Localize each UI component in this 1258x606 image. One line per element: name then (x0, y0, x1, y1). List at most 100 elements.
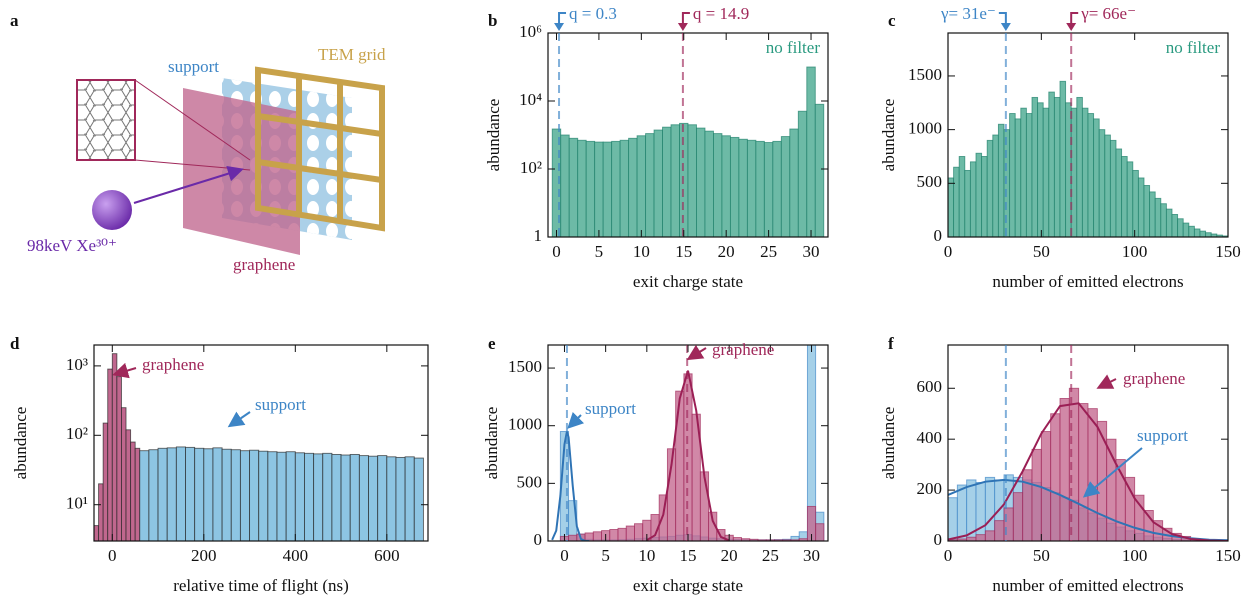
histogram-bar (984, 530, 996, 541)
histogram-bar (634, 523, 644, 541)
y-tick-label: 400 (917, 428, 943, 447)
histogram-bar (1014, 118, 1022, 237)
series-label: graphene (142, 355, 204, 374)
histogram-bar (964, 169, 971, 237)
histogram-bar (304, 452, 315, 541)
histogram-bar (611, 140, 621, 237)
x-tick-label: 150 (1215, 546, 1241, 565)
histogram-bar (1121, 156, 1128, 237)
plot-area (948, 80, 1228, 237)
x-tick-label: 20 (718, 242, 735, 261)
histogram-bar (1143, 185, 1151, 237)
histogram-bar (258, 450, 269, 541)
tem-grid (255, 66, 385, 232)
histogram-bar (121, 407, 127, 541)
histogram-bar (102, 422, 109, 541)
histogram-bar (975, 152, 983, 237)
y-tick-label: 10⁴ (519, 90, 542, 109)
marker-arrow (998, 12, 1007, 27)
histogram-bar (636, 135, 647, 237)
y-axis-label: abundance (484, 99, 503, 172)
panel-label: e (488, 334, 496, 353)
x-tick-label: 100 (1122, 242, 1148, 261)
series-label: graphene (1123, 369, 1185, 388)
histogram-bar (1124, 476, 1136, 541)
plot-frame (547, 32, 829, 238)
x-tick-label: 400 (283, 546, 309, 565)
y-axis-label: abundance (879, 407, 898, 480)
plot-area (948, 387, 1228, 541)
histogram-bar (340, 454, 351, 541)
histogram-bar (948, 177, 955, 237)
histogram-bar (386, 456, 397, 541)
histogram-bar (185, 446, 196, 541)
reference-label: γ= 31e⁻ (940, 4, 996, 23)
histogram-bar (617, 527, 627, 541)
histogram-bar (1104, 134, 1111, 237)
y-axis-label: abundance (879, 99, 898, 172)
x-tick-label: 15 (675, 242, 692, 261)
histogram-bar (294, 452, 305, 541)
histogram-bar (1149, 191, 1156, 237)
histogram-bar (585, 140, 596, 237)
histogram-bar (625, 525, 635, 541)
histogram-bar (1137, 177, 1145, 237)
histogram-bar (139, 450, 150, 541)
marker-arrow (558, 12, 567, 27)
y-tick-label: 10³ (66, 355, 88, 374)
histogram-bar (1199, 230, 1207, 237)
panel: e 0 5 10 15 20 25 30 0 500 1000 1500 exit charge sta… (482, 334, 829, 595)
x-tick-label: 5 (601, 546, 610, 565)
histogram-bar (797, 110, 808, 237)
histogram-bar (815, 523, 825, 541)
x-tick-label: 150 (1215, 242, 1241, 261)
histogram-bar (729, 136, 740, 237)
histogram-bar (331, 453, 342, 541)
histogram-bar (981, 156, 988, 237)
panel: f 0 50 100 150 0 200 400 600 number of emitted el… (879, 334, 1241, 595)
histogram-bar (1059, 398, 1070, 541)
y-tick-label: 1 (534, 226, 543, 245)
histogram-bar (806, 66, 816, 237)
histogram-bar (1154, 197, 1162, 237)
histogram-bar (560, 134, 570, 237)
histogram-bar (755, 140, 765, 237)
histogram-bar (763, 142, 774, 237)
x-tick-label: 25 (760, 242, 777, 261)
histogram-bar (1037, 102, 1044, 237)
x-tick-label: 20 (721, 546, 738, 565)
x-tick-label: 15 (680, 546, 697, 565)
label-arrow (686, 344, 707, 361)
label-arrow (1096, 374, 1117, 389)
y-tick-label: 0 (934, 226, 943, 245)
histogram-bar (239, 450, 251, 541)
plot-area (551, 345, 825, 541)
histogram-bar (130, 441, 136, 541)
histogram-bar (1020, 107, 1027, 237)
x-tick-label: 600 (374, 546, 400, 565)
y-tick-label: 1000 (908, 119, 942, 138)
histogram-bar (230, 449, 241, 541)
histogram-bar (1040, 431, 1052, 541)
histogram-bar (134, 447, 141, 541)
histogram-bar (1053, 96, 1061, 237)
histogram-bar (602, 141, 613, 237)
y-tick-label: 10⁶ (519, 22, 542, 41)
histogram-bar (1098, 129, 1106, 237)
histogram-bar (956, 484, 968, 541)
histogram-bar (1134, 494, 1145, 541)
y-tick-label: 500 (917, 172, 943, 191)
histogram-bar (780, 136, 791, 237)
plot-frame (947, 32, 1229, 238)
diagram: a support TEM grid 98keV Xe³⁰⁺ graphene (10, 11, 386, 274)
histogram-bar (1003, 507, 1014, 541)
panel-label: a (10, 11, 19, 30)
histogram-bar (94, 525, 100, 541)
y-tick-label: 10² (520, 158, 542, 177)
label-arrow (1082, 447, 1143, 498)
histogram-bar (619, 139, 630, 237)
y-tick-label: 1000 (508, 415, 542, 434)
panel-label: d (10, 334, 20, 353)
y-axis-label: abundance (482, 407, 501, 480)
